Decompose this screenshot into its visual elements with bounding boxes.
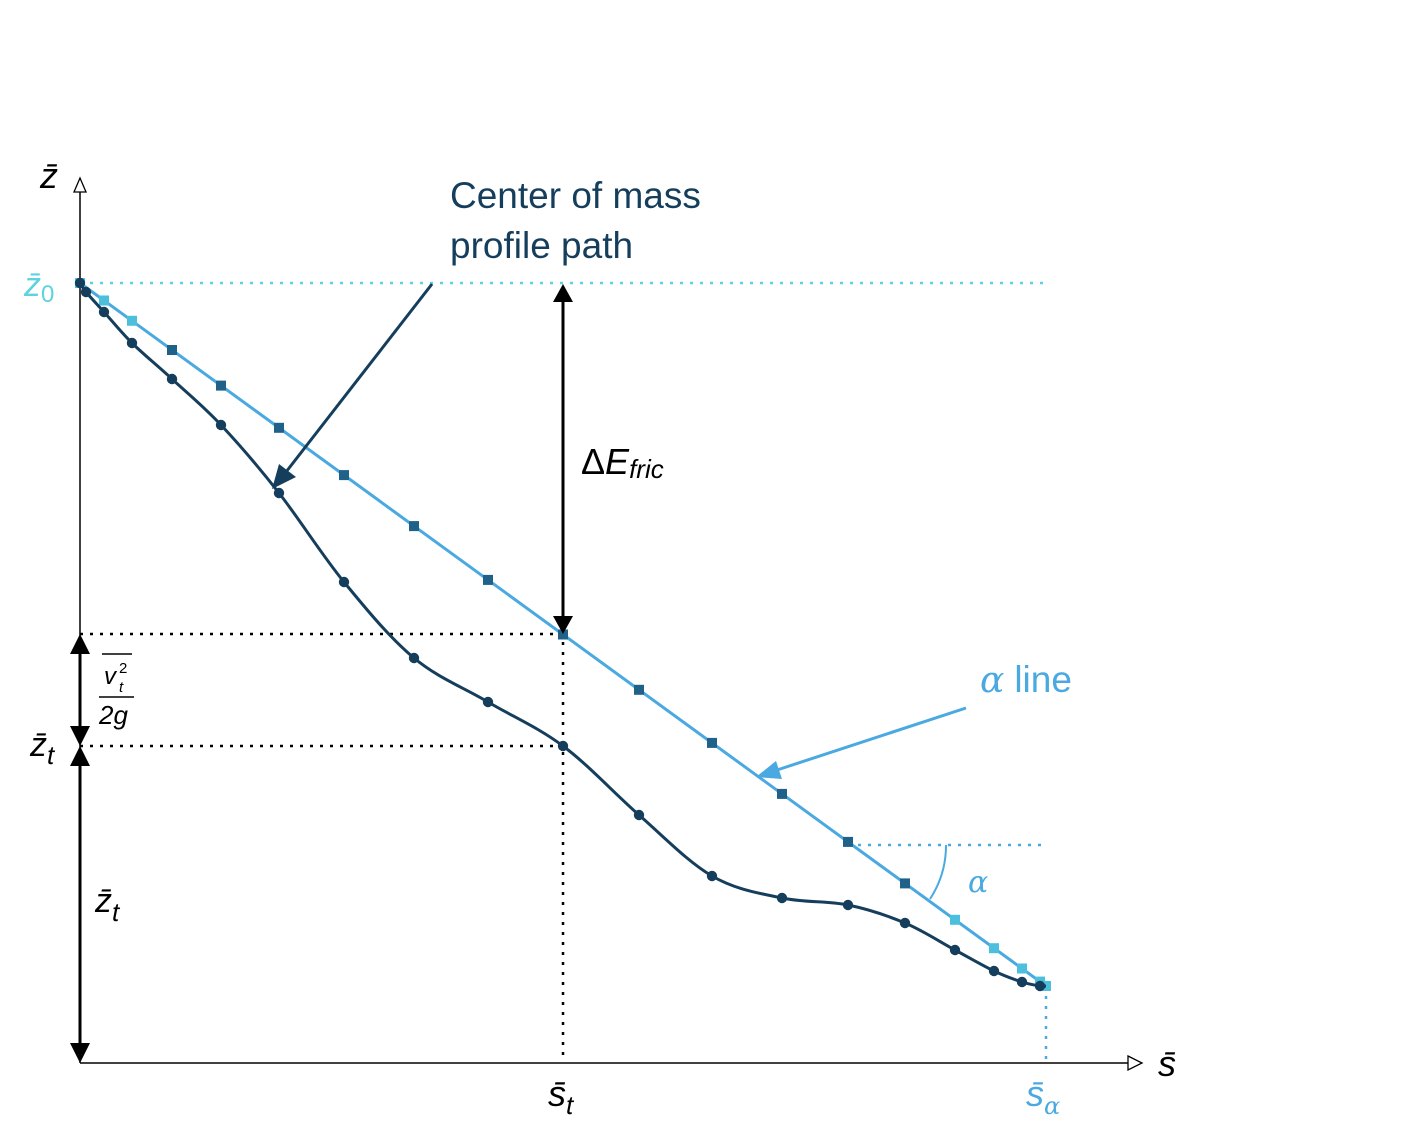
delta-e-fric-arrow <box>553 284 573 634</box>
alpha-line-marker <box>634 684 644 695</box>
profile-marker <box>1034 980 1046 992</box>
alpha-line-marker <box>558 629 568 640</box>
z-axis-arrowhead <box>73 176 87 193</box>
salpha-label: s̄α <box>1026 1073 1060 1120</box>
alpha-line-marker <box>339 470 349 481</box>
profile-marker <box>988 965 1000 977</box>
velocity-sub: t <box>119 679 124 696</box>
profile-marker <box>126 337 138 349</box>
profile-marker <box>706 870 718 882</box>
profile-marker <box>98 306 110 318</box>
alpha-line-marker <box>127 315 137 326</box>
profile-marker <box>842 899 854 911</box>
alpha-line-marker <box>989 943 999 954</box>
alpha-angle-label: α <box>968 865 988 900</box>
center-of-mass-profile-path <box>78 282 1047 988</box>
alpha-line-marker <box>99 295 109 306</box>
profile-marker <box>899 917 911 929</box>
alpha-angle-arc <box>929 844 948 900</box>
velocity-sup: 2 <box>119 660 127 677</box>
velocity-head-label: v 2 t 2g <box>98 653 134 730</box>
profile-marker <box>776 892 788 904</box>
alpha-line-marker <box>777 788 787 799</box>
velocity-denominator: 2g <box>98 700 128 730</box>
com-annotation-line2: profile path <box>450 225 633 266</box>
profile-marker <box>949 944 961 956</box>
profile-marker <box>338 576 350 588</box>
s-axis-arrowhead <box>1127 1054 1144 1072</box>
alpha-line-marker <box>900 878 910 889</box>
profile-marker <box>273 487 285 499</box>
alpha-line-marker <box>1017 963 1027 974</box>
profile-marker <box>215 419 227 431</box>
velocity-head-arrow <box>70 634 90 746</box>
profile-marker <box>408 652 420 664</box>
profile-marker <box>80 286 92 298</box>
alpha-line-marker <box>950 914 960 925</box>
axes <box>73 176 1144 1072</box>
st-label: s̄t <box>548 1073 575 1120</box>
s-axis-label: s̄ <box>1158 1043 1176 1084</box>
alpha-line-annotation <box>756 706 967 779</box>
zt-label: z̄t <box>29 726 56 770</box>
profile-markers <box>74 277 1046 992</box>
delta-e-fric-label: ΔEfric <box>581 441 664 484</box>
alpha-line-marker <box>167 345 177 355</box>
zt-height-label: z̄t <box>94 882 121 927</box>
zt-height-arrow <box>70 746 90 1063</box>
profile-marker <box>557 740 569 752</box>
profile-marker <box>74 277 86 289</box>
z-axis-label: z̄ <box>39 155 58 196</box>
alpha-line-marker <box>483 574 493 585</box>
profile-marker <box>1016 976 1028 988</box>
profile-marker <box>482 696 494 708</box>
alpha-line-marker <box>216 380 226 391</box>
velocity-v: v <box>104 663 118 690</box>
z0-label: z̄0 <box>23 266 54 308</box>
alpha-line-annotation-text: α line <box>980 659 1072 701</box>
alpha-line-marker <box>843 836 853 847</box>
profile-marker <box>166 373 178 385</box>
alpha-line-marker <box>409 521 419 532</box>
alpha-line-marker <box>707 737 717 748</box>
profile-marker <box>633 809 645 821</box>
com-annotation-line1: Center of mass <box>450 175 701 216</box>
com-annotation <box>272 283 434 489</box>
alpha-line-marker <box>274 422 284 433</box>
